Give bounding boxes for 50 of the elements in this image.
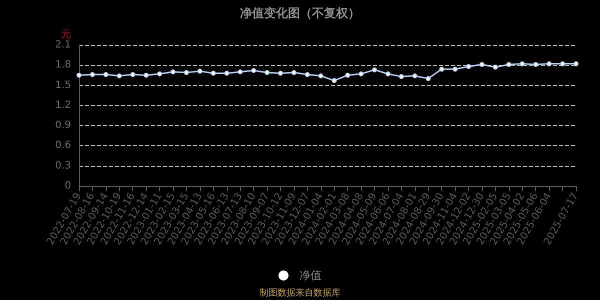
point bbox=[224, 70, 230, 76]
point bbox=[398, 74, 404, 80]
point bbox=[170, 69, 176, 74]
point bbox=[533, 62, 538, 67]
point bbox=[251, 68, 256, 74]
point bbox=[130, 72, 136, 78]
y-tick-label: 1.5 bbox=[55, 80, 71, 91]
point bbox=[560, 61, 566, 66]
point bbox=[144, 72, 149, 78]
point bbox=[103, 72, 108, 78]
point bbox=[238, 69, 243, 74]
y-tick-label: 1.2 bbox=[55, 100, 71, 111]
text: 制图数据来自数据库 bbox=[260, 288, 340, 298]
y-tick-label: 0.6 bbox=[55, 140, 71, 152]
y-tick-label: 2.1 bbox=[55, 40, 71, 50]
point bbox=[345, 72, 350, 78]
point bbox=[520, 61, 525, 66]
y-tick-label: 0.3 bbox=[55, 160, 71, 172]
point bbox=[210, 70, 216, 76]
point bbox=[385, 71, 390, 76]
point bbox=[116, 73, 122, 78]
y-axis-title: 元 bbox=[61, 30, 71, 41]
point bbox=[332, 78, 337, 84]
point bbox=[197, 68, 202, 74]
point bbox=[492, 64, 498, 70]
point bbox=[358, 71, 364, 76]
point bbox=[372, 67, 378, 72]
point bbox=[479, 62, 484, 67]
point bbox=[278, 70, 283, 76]
point bbox=[452, 66, 458, 72]
point bbox=[466, 64, 472, 69]
point bbox=[318, 73, 324, 78]
point bbox=[546, 61, 552, 66]
y-tick-label: 0.9 bbox=[55, 120, 71, 132]
point bbox=[506, 62, 512, 67]
point bbox=[304, 72, 310, 78]
point bbox=[426, 76, 431, 82]
point bbox=[291, 70, 296, 76]
point bbox=[439, 66, 444, 72]
point bbox=[184, 70, 189, 76]
point bbox=[76, 72, 82, 78]
point bbox=[157, 71, 162, 76]
point bbox=[264, 70, 270, 76]
y-tick-label: 0 bbox=[64, 180, 71, 192]
point bbox=[90, 72, 95, 78]
y-tick-label: 1.8 bbox=[55, 60, 71, 71]
point bbox=[574, 61, 578, 66]
chart-title: 净值变化图（不复权） bbox=[240, 6, 360, 20]
legend-label: 净值 bbox=[300, 269, 322, 282]
point bbox=[412, 73, 418, 78]
